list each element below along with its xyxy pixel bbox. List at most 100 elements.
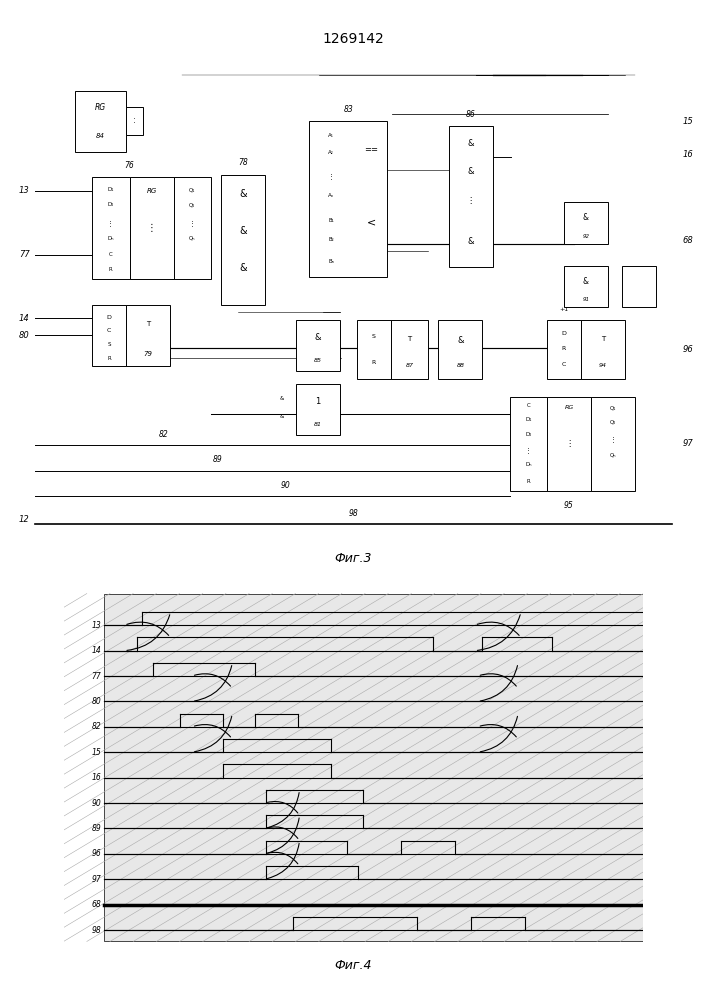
Text: 98: 98: [92, 926, 101, 935]
Text: 92: 92: [583, 234, 590, 239]
Text: 79: 79: [144, 351, 153, 357]
Text: &: &: [467, 139, 474, 148]
Text: 94: 94: [599, 363, 607, 368]
Text: 77: 77: [92, 672, 101, 681]
Bar: [126, 107, 143, 135]
Text: 82: 82: [158, 430, 168, 439]
Text: D: D: [107, 315, 112, 320]
Text: 86: 86: [466, 110, 475, 119]
Bar: [92, 305, 126, 366]
Text: S: S: [372, 334, 376, 339]
Bar: [564, 202, 608, 244]
Text: 68: 68: [683, 236, 694, 245]
Text: &: &: [467, 167, 474, 176]
Text: 96: 96: [683, 345, 694, 354]
Text: 14: 14: [92, 646, 101, 655]
Text: &: &: [280, 396, 284, 401]
Text: 1269142: 1269142: [322, 32, 385, 46]
Text: ⋮: ⋮: [565, 439, 573, 448]
Text: &: &: [315, 333, 321, 342]
Text: Q₁: Q₁: [610, 405, 617, 410]
Text: 68: 68: [92, 900, 101, 909]
Bar: [129, 177, 174, 279]
Text: 80: 80: [19, 331, 30, 340]
Text: 13: 13: [92, 621, 101, 630]
Text: &: &: [467, 237, 474, 246]
Text: ⋮: ⋮: [609, 436, 617, 442]
Bar: [174, 177, 211, 279]
Text: 14: 14: [19, 314, 30, 323]
Text: 90: 90: [92, 799, 101, 808]
Bar: [296, 384, 340, 435]
Text: 84: 84: [96, 133, 105, 139]
Text: ⋮: ⋮: [189, 220, 196, 226]
Text: &: &: [583, 277, 589, 286]
Text: ⋮: ⋮: [525, 447, 532, 453]
Text: Q₂: Q₂: [189, 202, 196, 207]
Bar: [438, 320, 482, 379]
Text: 12: 12: [19, 514, 30, 524]
Text: 87: 87: [406, 363, 414, 368]
Text: 90: 90: [281, 481, 291, 490]
Bar: [510, 397, 547, 491]
Text: A₂: A₂: [328, 150, 334, 155]
Text: 98: 98: [349, 509, 358, 518]
Text: D₁: D₁: [525, 417, 532, 422]
Text: Фиг.3: Фиг.3: [334, 552, 373, 565]
Text: D: D: [561, 331, 566, 336]
Text: 83: 83: [344, 105, 354, 114]
Bar: [221, 175, 265, 305]
Text: 16: 16: [683, 150, 694, 159]
Text: A₁: A₁: [328, 133, 334, 138]
Text: Bₙ: Bₙ: [328, 259, 334, 264]
Text: &: &: [240, 189, 247, 199]
Text: B₁: B₁: [328, 218, 334, 223]
Text: D₂: D₂: [107, 202, 114, 207]
Bar: [92, 177, 129, 279]
Bar: [581, 320, 625, 379]
Text: ⋮: ⋮: [147, 223, 156, 233]
Text: T: T: [146, 321, 151, 327]
Bar: [310, 121, 387, 277]
Text: C: C: [107, 328, 111, 333]
Text: B₂: B₂: [328, 237, 334, 242]
Text: &: &: [280, 414, 284, 420]
Text: &: &: [583, 213, 589, 222]
Text: 89: 89: [213, 455, 223, 464]
Text: 13: 13: [19, 186, 30, 195]
Bar: [75, 91, 126, 152]
Text: Aₙ: Aₙ: [328, 193, 334, 198]
Text: 15: 15: [92, 748, 101, 757]
Text: 78: 78: [238, 158, 248, 167]
Text: D₂: D₂: [525, 432, 532, 437]
Bar: [591, 397, 635, 491]
Text: 91: 91: [583, 297, 590, 302]
Text: Qₙ: Qₙ: [610, 453, 617, 458]
Text: C: C: [527, 403, 530, 408]
Text: ==: ==: [364, 145, 378, 154]
Text: R: R: [562, 346, 566, 351]
Text: T: T: [601, 336, 605, 342]
Text: 76: 76: [124, 161, 134, 170]
Bar: [357, 320, 391, 379]
Text: RG: RG: [146, 188, 157, 194]
Bar: [126, 305, 170, 366]
Text: Q₁: Q₁: [189, 187, 196, 192]
Bar: [621, 266, 655, 307]
Bar: [448, 126, 493, 267]
Text: R: R: [527, 479, 530, 484]
Text: Q₂: Q₂: [610, 420, 617, 425]
Text: C: C: [109, 252, 112, 257]
Text: RG: RG: [95, 103, 106, 112]
Text: &: &: [457, 336, 464, 345]
Text: 89: 89: [92, 824, 101, 833]
Text: &: &: [240, 226, 247, 236]
Text: 96: 96: [92, 849, 101, 858]
Text: 97: 97: [92, 875, 101, 884]
Text: R: R: [109, 267, 112, 272]
Text: Dₙ: Dₙ: [107, 236, 114, 241]
Text: 88: 88: [457, 363, 464, 368]
Text: ⋮: ⋮: [328, 173, 334, 179]
Text: 81: 81: [314, 422, 322, 427]
Bar: [547, 397, 591, 491]
